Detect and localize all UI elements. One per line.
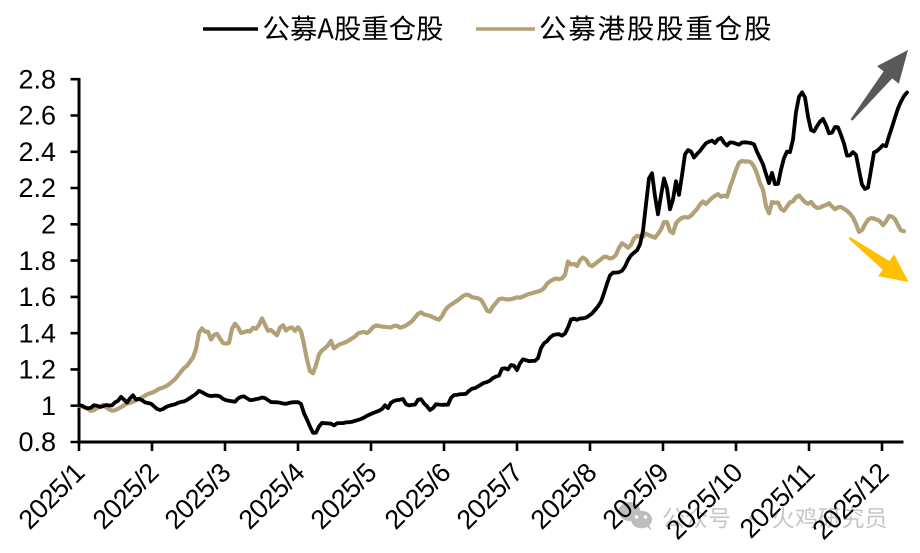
svg-text:1.4: 1.4	[18, 318, 56, 348]
svg-text:2.2: 2.2	[18, 173, 56, 203]
svg-text:1: 1	[41, 391, 56, 421]
svg-text:1.2: 1.2	[18, 355, 56, 385]
svg-text:1.6: 1.6	[18, 282, 56, 312]
svg-text:2.8: 2.8	[18, 64, 56, 94]
svg-text:2.4: 2.4	[18, 137, 56, 167]
svg-text:2: 2	[41, 210, 56, 240]
svg-text:0.8: 0.8	[18, 427, 56, 457]
svg-text:1.8: 1.8	[18, 246, 56, 276]
svg-text:2.6: 2.6	[18, 101, 56, 131]
